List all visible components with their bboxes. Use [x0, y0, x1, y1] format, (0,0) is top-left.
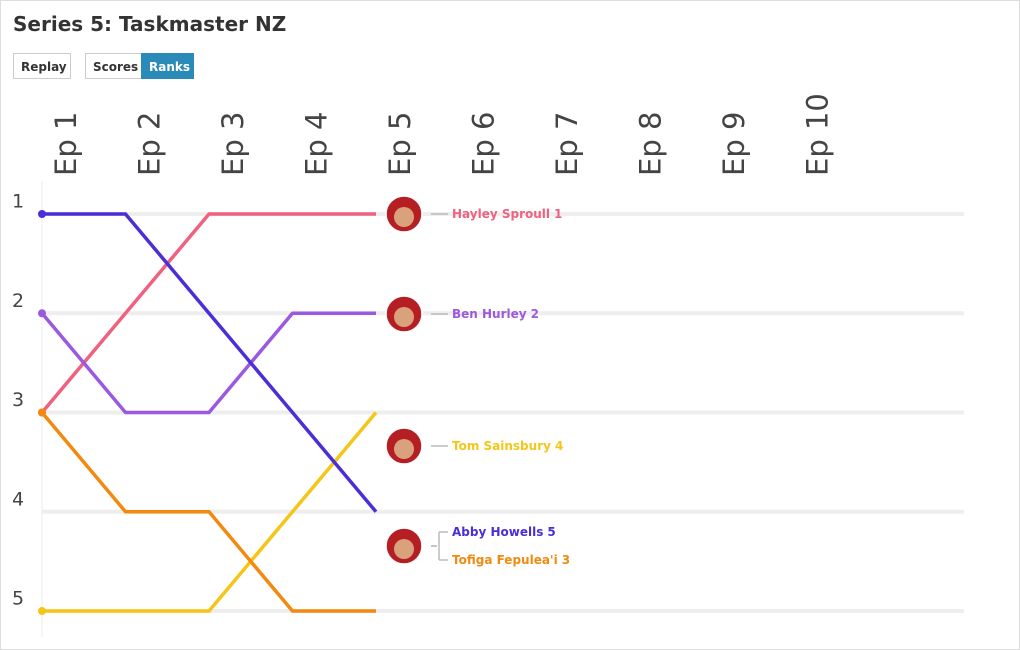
series-end-label: 1: [554, 207, 562, 221]
x-tick-label: Ep 3: [216, 112, 250, 176]
series-end-label: 4: [555, 439, 563, 453]
start-dot: [38, 210, 46, 218]
start-dot: [38, 607, 46, 615]
avatar-face: [394, 307, 414, 327]
x-tick-label: Ep 6: [467, 112, 501, 176]
series-label: Tom Sainsbury 4: [452, 439, 563, 453]
x-tick-label: Ep 5: [383, 112, 417, 176]
rank-line: [40, 212, 376, 414]
x-tick-label: Ep 2: [133, 112, 167, 176]
connector: [431, 545, 448, 561]
series-label: Hayley Sproull 1: [452, 207, 562, 221]
x-tick-label: Ep 9: [717, 112, 751, 176]
avatar-face: [394, 439, 414, 459]
series-label: Ben Hurley 2: [452, 307, 539, 321]
series-name: Tom Sainsbury: [452, 439, 551, 453]
series-name: Tofiga Fepulea'i: [452, 553, 558, 567]
y-tick-label: 3: [12, 389, 24, 411]
title: Series 5: Taskmaster NZ: [13, 12, 287, 36]
replay-button[interactable]: Replay: [13, 53, 71, 79]
x-tick-label: Ep 4: [300, 112, 334, 176]
avatar-face: [394, 207, 414, 227]
avatar-face: [394, 539, 414, 559]
start-dot: [38, 309, 46, 318]
series-name: Hayley Sproull: [452, 207, 550, 221]
start-dot: [38, 408, 46, 417]
series-name: Abby Howells: [452, 525, 543, 539]
rank-line: [40, 411, 376, 613]
series-label: Tofiga Fepulea'i 3: [452, 553, 570, 567]
series-end-label: 3: [562, 553, 570, 567]
y-tick-label: 5: [12, 588, 24, 610]
x-tick-label: Ep 7: [550, 112, 584, 176]
rank-line: [42, 411, 378, 613]
x-tick-label: Ep 8: [634, 112, 668, 176]
series-label: Abby Howells 5: [452, 525, 556, 539]
mode-button[interactable]: Ranks: [141, 53, 194, 79]
series-end-label: 2: [531, 307, 539, 321]
x-tick-label: Ep 1: [49, 112, 83, 176]
rank-line: [40, 311, 376, 415]
connector: [431, 531, 448, 547]
series-name: Ben Hurley: [452, 307, 527, 321]
x-tick-label: Ep 10: [801, 93, 835, 176]
y-tick-label: 1: [12, 191, 24, 213]
rank-line: [42, 212, 378, 513]
y-tick-label: 2: [12, 290, 24, 312]
y-tick-label: 4: [12, 488, 24, 510]
series-end-label: 5: [547, 525, 555, 539]
